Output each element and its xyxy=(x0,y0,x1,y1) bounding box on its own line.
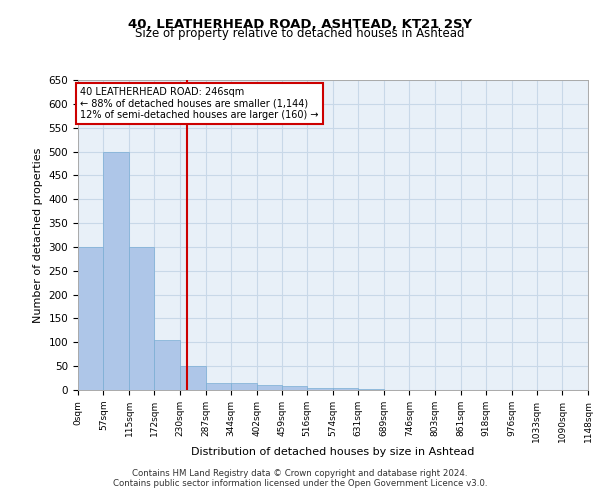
Bar xyxy=(103,152,129,390)
Text: 40 LEATHERHEAD ROAD: 246sqm
← 88% of detached houses are smaller (1,144)
12% of : 40 LEATHERHEAD ROAD: 246sqm ← 88% of det… xyxy=(80,87,319,120)
Text: Size of property relative to detached houses in Ashtead: Size of property relative to detached ho… xyxy=(135,28,465,40)
Bar xyxy=(205,383,231,390)
Text: Contains HM Land Registry data © Crown copyright and database right 2024.: Contains HM Land Registry data © Crown c… xyxy=(132,468,468,477)
Bar xyxy=(282,386,307,390)
Bar xyxy=(307,388,333,390)
Text: 40, LEATHERHEAD ROAD, ASHTEAD, KT21 2SY: 40, LEATHERHEAD ROAD, ASHTEAD, KT21 2SY xyxy=(128,18,472,30)
Bar xyxy=(180,366,205,390)
Bar xyxy=(358,389,384,390)
Bar xyxy=(333,388,358,390)
Y-axis label: Number of detached properties: Number of detached properties xyxy=(33,148,43,322)
Bar xyxy=(154,340,180,390)
Bar xyxy=(257,385,282,390)
Bar xyxy=(231,383,257,390)
Text: Contains public sector information licensed under the Open Government Licence v3: Contains public sector information licen… xyxy=(113,478,487,488)
X-axis label: Distribution of detached houses by size in Ashtead: Distribution of detached houses by size … xyxy=(191,448,475,458)
Bar xyxy=(129,247,154,390)
Bar xyxy=(78,247,103,390)
